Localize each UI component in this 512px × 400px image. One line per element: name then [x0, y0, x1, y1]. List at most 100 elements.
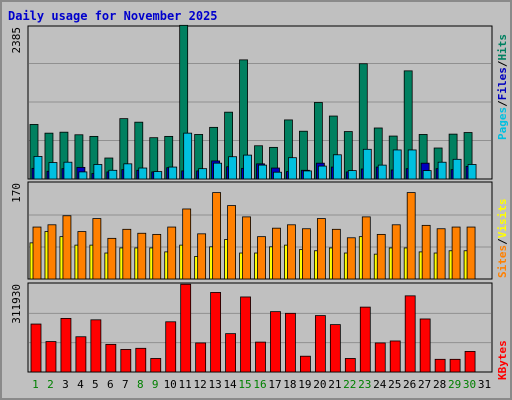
- pages-bar: [138, 167, 148, 180]
- day-label: 31: [478, 378, 491, 391]
- pages-bar: [347, 170, 357, 180]
- pages-bar: [422, 170, 432, 180]
- day-label: 25: [388, 378, 401, 391]
- sites-bar: [451, 226, 461, 280]
- pages-bar: [198, 168, 208, 180]
- sites-bar: [421, 224, 431, 280]
- sites-bar: [302, 228, 311, 280]
- sites-bar: [137, 232, 147, 280]
- pages-bar: [213, 162, 223, 180]
- sites-bar: [182, 208, 192, 280]
- sites-bar: [212, 192, 222, 280]
- legend-entry: Sites: [496, 245, 509, 278]
- day-label: 27: [418, 378, 431, 391]
- sites-bar: [107, 237, 117, 280]
- pages-bar: [78, 171, 88, 180]
- pages-bar: [258, 164, 267, 180]
- legend-entry: Hits: [496, 34, 509, 61]
- pages-bar: [168, 166, 178, 180]
- chart-title: Daily usage for November 2025: [8, 9, 218, 23]
- sites-bar: [227, 205, 236, 280]
- day-label: 13: [208, 378, 221, 391]
- kbytes-bar: [300, 355, 311, 373]
- legend-entry: Files: [496, 67, 509, 100]
- pages-bar: [303, 170, 312, 180]
- pages-bar: [437, 161, 447, 180]
- pages-bar: [33, 156, 43, 180]
- legend-entry: Pages: [496, 107, 509, 140]
- sites-bar: [361, 216, 371, 280]
- day-label: 28: [433, 378, 446, 391]
- sites-bar: [316, 218, 326, 280]
- pages-bar: [93, 164, 103, 180]
- day-label: 2: [47, 378, 54, 391]
- day-label: 23: [358, 378, 371, 391]
- day-label: 16: [253, 378, 266, 391]
- pages-bar: [467, 164, 477, 180]
- day-label: 8: [137, 378, 144, 391]
- kbytes-bar: [90, 319, 102, 373]
- sites-bar: [287, 224, 296, 280]
- kbytes-bar: [464, 351, 476, 373]
- day-label: 20: [313, 378, 326, 391]
- kbytes-bar: [135, 347, 147, 373]
- day-label: 22: [343, 378, 356, 391]
- day-label: 14: [223, 378, 237, 391]
- day-label: 12: [194, 378, 207, 391]
- kbytes-bar: [255, 341, 266, 373]
- sites-bar: [92, 218, 102, 280]
- sites-bar: [376, 233, 386, 280]
- kbytes-bar: [150, 358, 162, 373]
- day-label: 11: [179, 378, 192, 391]
- legend-entry: Visits: [496, 199, 509, 239]
- day-label: 9: [152, 378, 159, 391]
- day-label: 6: [107, 378, 114, 391]
- kbytes-bar: [75, 336, 87, 373]
- pages-bar: [228, 156, 237, 180]
- day-label: 17: [268, 378, 281, 391]
- pages-bar: [108, 169, 118, 180]
- sites-bar: [346, 237, 356, 280]
- kbytes-bar: [404, 295, 416, 373]
- sites-bar: [272, 227, 281, 280]
- legend-entry: /: [496, 100, 509, 107]
- kbytes-bar: [270, 311, 281, 373]
- kbytes-bar: [344, 358, 356, 373]
- legend-visits-sites: Sites/Visits: [496, 199, 509, 279]
- sites-bar: [466, 226, 476, 280]
- kbytes-bar: [105, 343, 117, 373]
- kbytes-bar: [180, 283, 192, 373]
- sites-bar: [62, 215, 72, 280]
- kbytes-bar: [359, 306, 371, 373]
- kbytes-bar: [225, 333, 236, 373]
- day-label: 3: [62, 378, 69, 391]
- sites-bar: [331, 228, 341, 280]
- pages-bar: [273, 171, 282, 180]
- sites-bar: [122, 228, 132, 280]
- kbytes-bar: [240, 296, 251, 373]
- day-label: 21: [328, 378, 341, 391]
- y-max-label: 2385: [10, 27, 23, 54]
- sites-bar: [391, 224, 401, 280]
- kbytes-bar: [195, 342, 207, 373]
- kbytes-bar: [210, 292, 222, 373]
- pages-bar: [377, 164, 387, 180]
- pages-bar: [153, 171, 163, 180]
- sites-bar: [47, 224, 57, 280]
- day-label: 26: [403, 378, 416, 391]
- kbytes-bar: [419, 318, 431, 373]
- day-label: 29: [448, 378, 461, 391]
- day-label: 30: [463, 378, 476, 391]
- day-label: 1: [32, 378, 39, 391]
- pages-bar: [63, 161, 73, 180]
- sites-bar: [197, 233, 207, 280]
- pages-bar: [452, 158, 462, 180]
- kbytes-bar: [45, 341, 57, 373]
- kbytes-bar: [285, 312, 296, 373]
- kbytes-bar: [449, 358, 461, 373]
- kbytes-bar: [329, 324, 341, 373]
- pages-bar: [317, 165, 327, 180]
- pages-bar: [48, 162, 58, 180]
- sites-bar: [152, 233, 162, 280]
